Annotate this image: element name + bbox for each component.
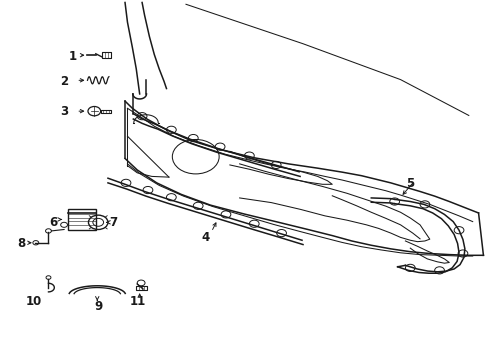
Text: 6: 6 — [49, 216, 58, 229]
Text: 3: 3 — [60, 105, 68, 118]
Bar — [136, 286, 147, 291]
Text: 9: 9 — [94, 300, 102, 313]
Text: 2: 2 — [60, 75, 68, 88]
Text: 11: 11 — [130, 296, 146, 309]
Text: 10: 10 — [26, 296, 42, 309]
Text: 7: 7 — [108, 216, 117, 229]
Bar — [101, 110, 111, 113]
Bar — [102, 52, 111, 58]
Text: 5: 5 — [406, 177, 413, 190]
Text: 8: 8 — [17, 237, 25, 250]
Bar — [68, 209, 96, 230]
Text: 4: 4 — [201, 231, 209, 244]
Text: 1: 1 — [69, 50, 77, 63]
